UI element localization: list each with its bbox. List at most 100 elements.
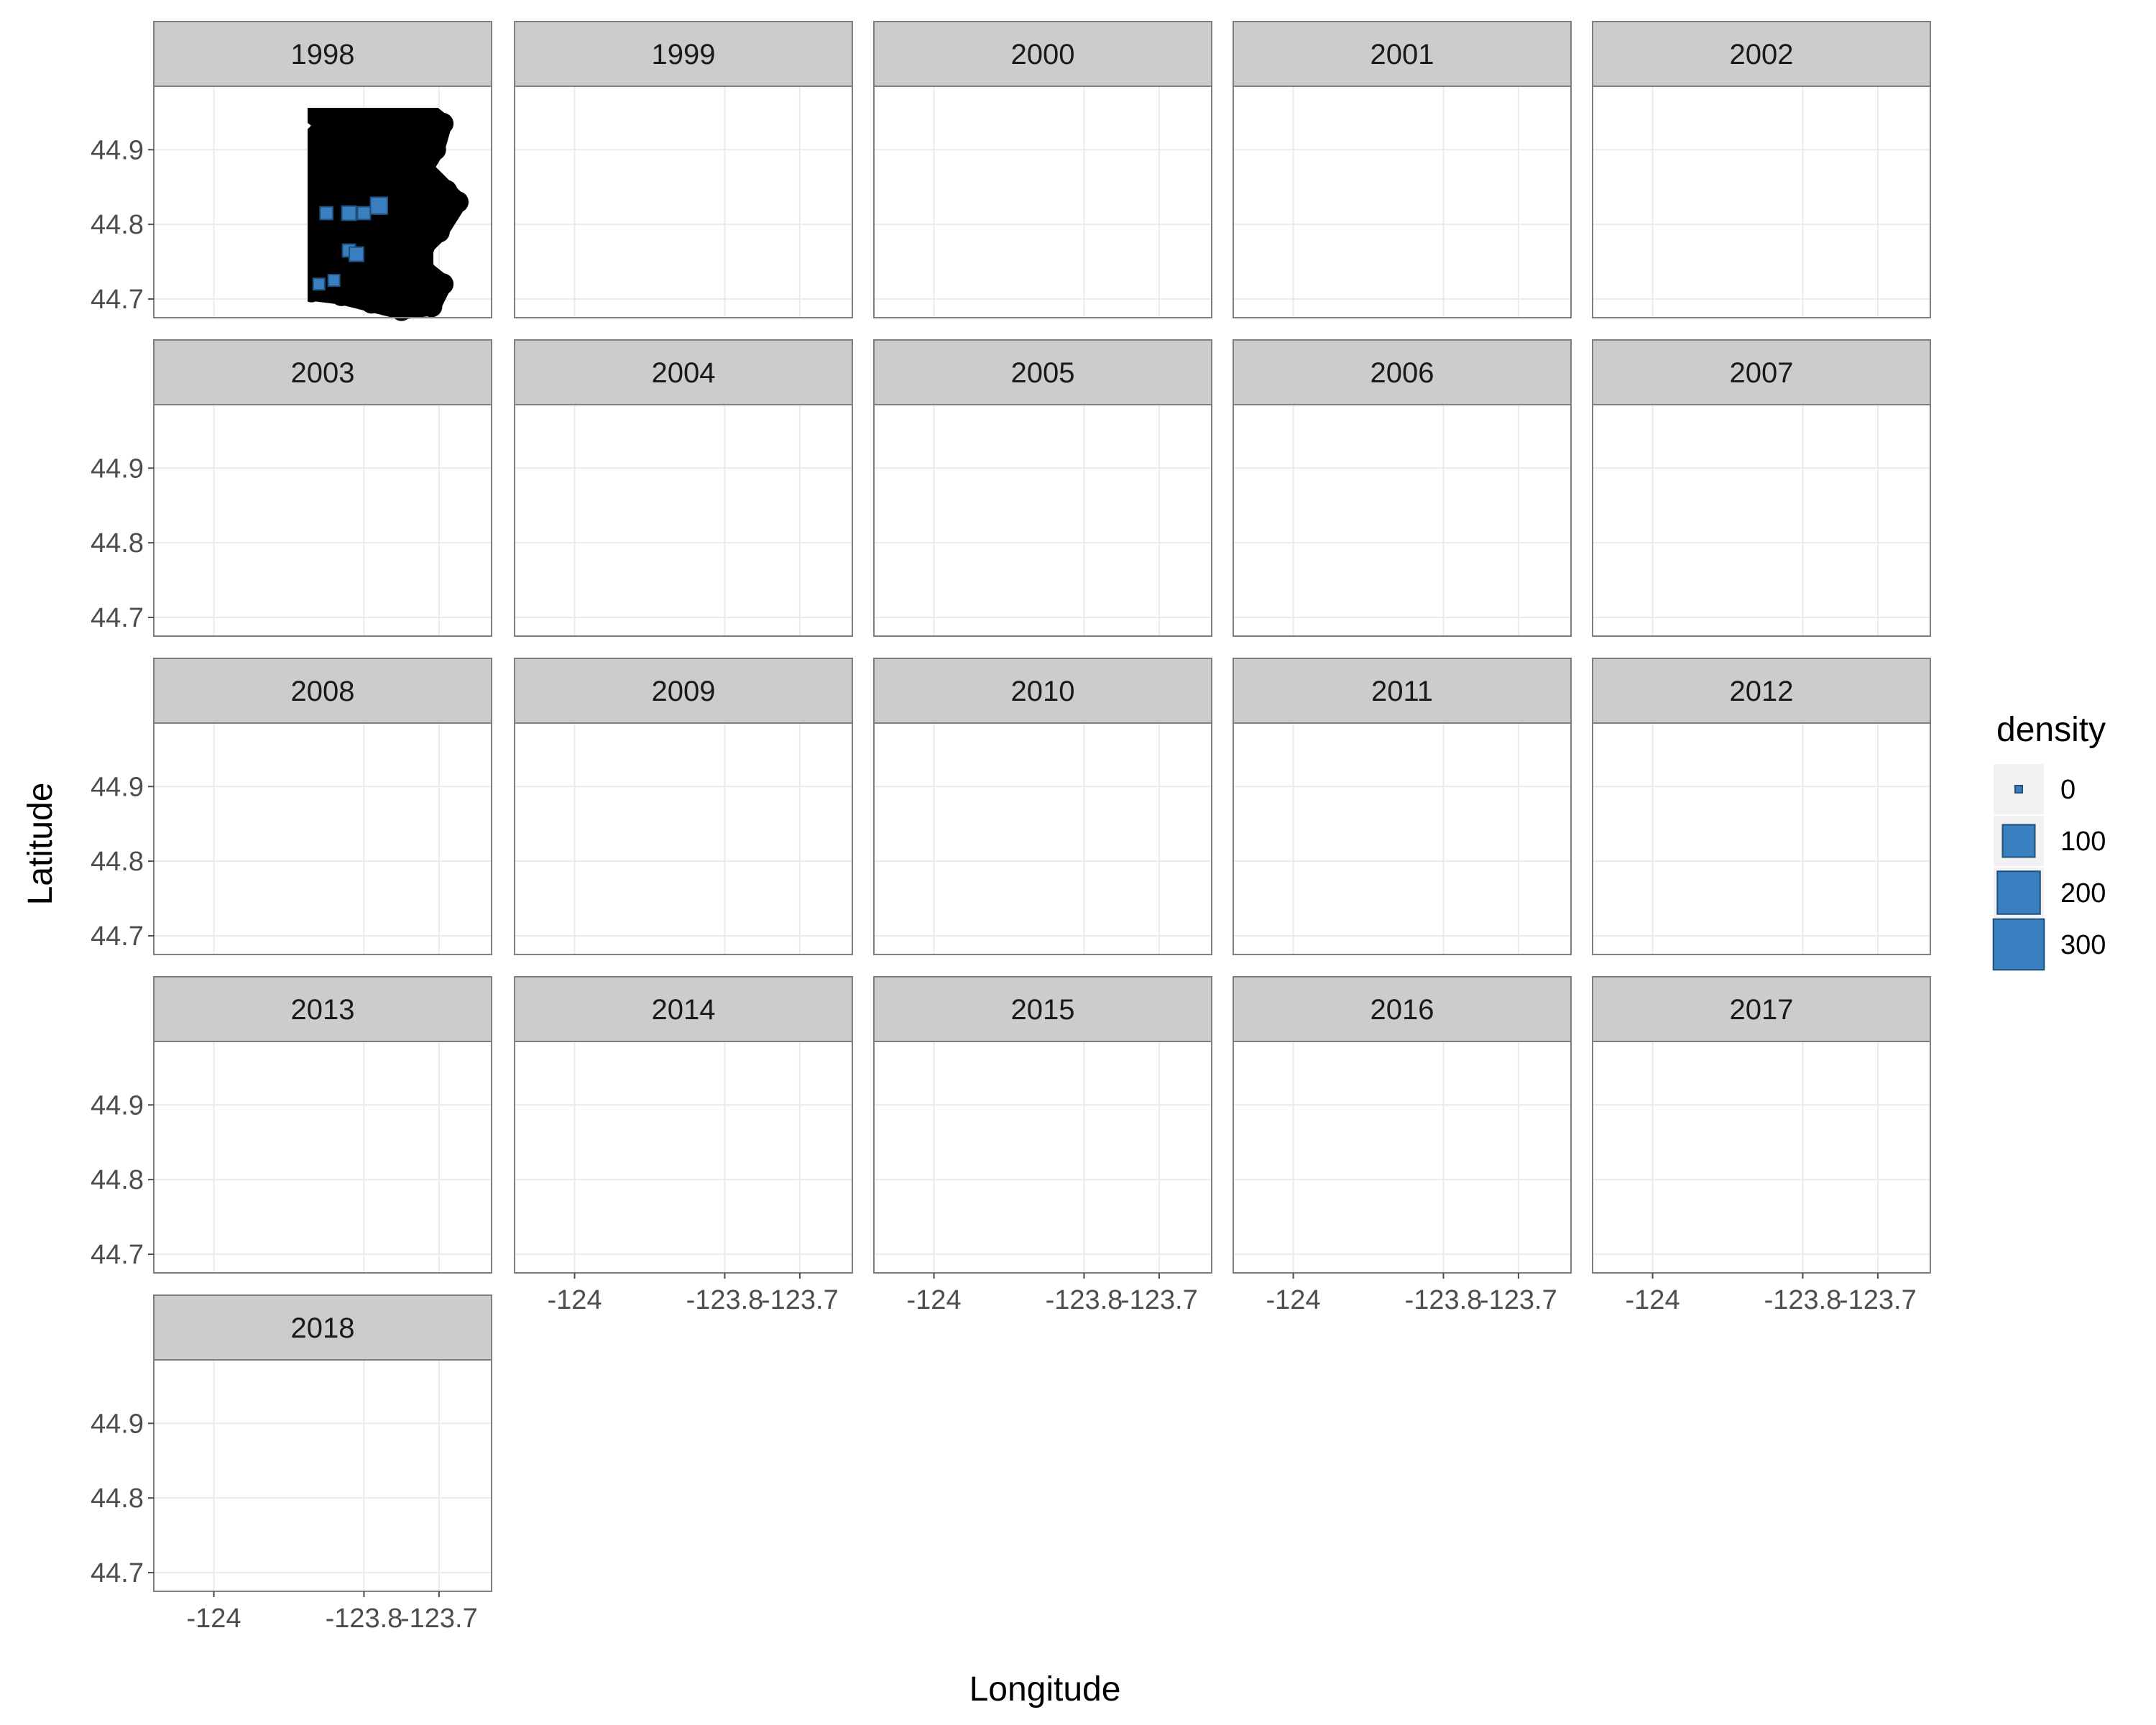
facet-strip	[873, 976, 1212, 1042]
facet-strip	[153, 976, 492, 1042]
facet-strip-label: 1998	[291, 39, 355, 70]
legend-label: 300	[2060, 930, 2106, 960]
y-tick-label: 44.7	[91, 285, 144, 315]
y-tick-label: 44.7	[91, 603, 144, 633]
y-tick-label: 44.8	[91, 210, 144, 240]
y-axis-title: Latitude	[22, 783, 60, 906]
y-tick-label: 44.9	[91, 454, 144, 484]
panel-background	[1233, 405, 1571, 636]
x-tick-label: -123.8	[1405, 1285, 1483, 1315]
panel-background	[515, 86, 852, 318]
facet-strip	[1592, 658, 1931, 724]
y-tick-label: 44.7	[91, 1558, 144, 1588]
facet-strip-label: 2000	[1011, 39, 1075, 70]
facet-strip-label: 2013	[291, 994, 355, 1026]
legend-key-symbol	[2001, 824, 2036, 858]
panel-border	[153, 1041, 492, 1274]
x-tick-label: -123.8	[1764, 1285, 1842, 1315]
facet-strip-label: 1999	[652, 39, 716, 70]
y-tick-label: 44.9	[91, 1409, 144, 1439]
panel-border	[514, 1041, 853, 1274]
panel-border	[873, 1041, 1212, 1274]
facet-strip	[1233, 658, 1572, 724]
x-tick-label: -124	[548, 1285, 602, 1315]
y-tick-label: 44.8	[91, 1484, 144, 1514]
facet-strip-label: 2002	[1730, 39, 1794, 70]
panel-border	[153, 1359, 492, 1592]
y-tick-label: 44.9	[91, 772, 144, 802]
panel-border	[873, 722, 1212, 955]
facet-panel: 2010	[873, 658, 1212, 955]
facet-strip-label: 2003	[291, 357, 355, 389]
y-axis-ticks: 44.7 44.8 44.9 44.7 44.8 44.9 44.7 44.8 44.9 44.7…	[91, 135, 154, 1588]
facet-strip	[1233, 976, 1572, 1042]
facet-strip-label: 2005	[1011, 357, 1075, 389]
panel-border	[1592, 1041, 1931, 1274]
legend-key-symbol	[1996, 870, 2041, 915]
density-point	[312, 277, 326, 291]
facet-strip	[1233, 21, 1572, 87]
panel-border	[153, 404, 492, 637]
facet-panel: 2001	[1233, 21, 1572, 318]
panel-background	[1593, 1041, 1930, 1273]
panel-background	[515, 723, 852, 954]
facet-panel: 1999	[514, 21, 853, 318]
panel-border	[1233, 722, 1572, 955]
facet-strip-label: 2017	[1730, 994, 1794, 1026]
x-tick-label: -123.7	[761, 1285, 839, 1315]
y-tick-label: 44.8	[91, 528, 144, 558]
density-point	[319, 206, 334, 221]
legend-label: 100	[2060, 827, 2106, 857]
facet-panel: 2007	[1592, 339, 1931, 637]
legend-key-symbol	[2014, 785, 2023, 794]
panel-background	[1233, 1041, 1571, 1273]
facet-strip-label: 2009	[652, 676, 716, 707]
x-axis-title: Longitude	[969, 1670, 1121, 1708]
panel-background	[515, 1041, 852, 1273]
facet-strip-label: 2001	[1370, 39, 1434, 70]
facet-panel: 2006	[1233, 339, 1572, 637]
facet-strip-label: 2015	[1011, 994, 1075, 1026]
panel-background	[1593, 723, 1930, 954]
facet-panel: 2003	[153, 339, 492, 637]
panel-border	[1592, 86, 1931, 318]
density-legend: density 0 100 200 300	[1992, 711, 2106, 971]
density-point	[341, 205, 357, 221]
x-tick-label: -123.7	[1839, 1285, 1917, 1315]
panel-border	[1592, 404, 1931, 637]
facet-strip	[514, 339, 853, 405]
facet-panel: 2015	[873, 976, 1212, 1274]
facet-panel: 1998	[153, 21, 492, 321]
panel-border	[514, 404, 853, 637]
panel-background	[874, 723, 1212, 954]
density-point	[349, 246, 364, 262]
y-tick-label: 44.7	[91, 1240, 144, 1270]
y-tick-label: 44.8	[91, 1165, 144, 1195]
y-tick-label: 44.7	[91, 921, 144, 952]
facet-panel: 2004	[514, 339, 853, 637]
legend-label: 200	[2060, 878, 2106, 908]
panel-background	[874, 1041, 1212, 1273]
panel-border	[1233, 1041, 1572, 1274]
facet-panel: 2018	[153, 1294, 492, 1592]
facet-panel: 2000	[873, 21, 1212, 318]
facet-strip-label: 2018	[291, 1312, 355, 1344]
facet-panel: 2002	[1592, 21, 1931, 318]
density-point	[369, 196, 389, 215]
facet-strip-label: 2008	[291, 676, 355, 707]
panel-border	[153, 722, 492, 955]
facet-strip	[153, 658, 492, 724]
density-point	[356, 206, 372, 221]
panel-border	[153, 86, 492, 318]
legend-title: density	[1996, 711, 2106, 749]
y-tick-label: 44.9	[91, 1090, 144, 1121]
legend-key-symbol	[1992, 918, 2045, 971]
facet-strip-label: 2014	[652, 994, 716, 1026]
x-tick-label: -124	[1626, 1285, 1680, 1315]
y-tick-label: 44.9	[91, 135, 144, 165]
facet-strip-label: 2004	[652, 357, 716, 389]
facet-panel: 2014	[514, 976, 853, 1274]
facet-strip	[153, 339, 492, 405]
panel-background	[1593, 405, 1930, 636]
